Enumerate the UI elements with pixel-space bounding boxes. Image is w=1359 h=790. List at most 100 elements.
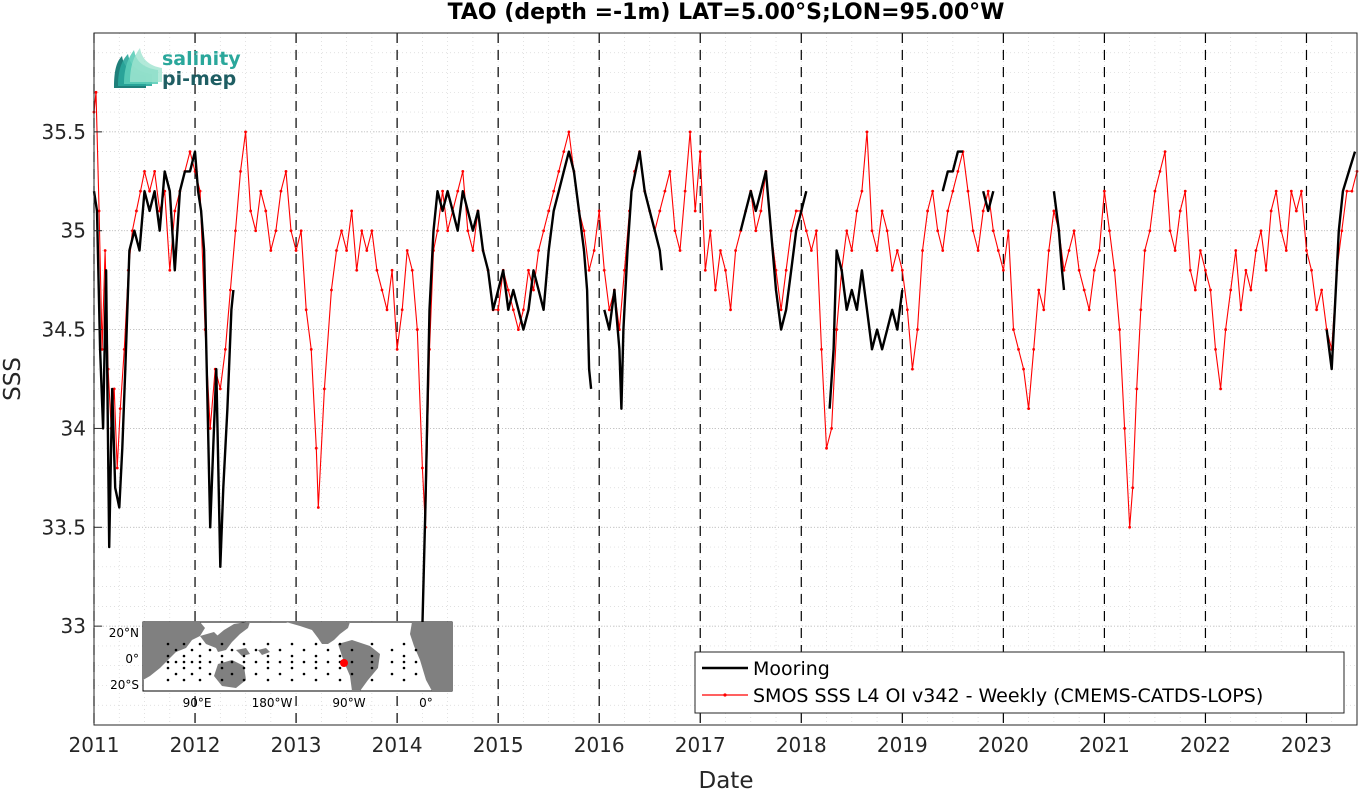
inset-map: 20°N 0° 20°S 90°E 180°W 90°W 0° <box>109 621 453 710</box>
smos-point <box>865 130 869 134</box>
mooring-dot <box>266 678 270 682</box>
mooring-dot <box>166 678 170 682</box>
mooring-dot <box>326 672 330 676</box>
chart-title: TAO (depth =-1m) LAT=5.00°S;LON=95.00°W <box>448 0 1005 25</box>
x-tick-label: 2011 <box>69 733 120 757</box>
x-axis-ticks: 2011 2012 2013 2014 2015 2016 2017 2018 2019 2020… <box>69 733 1332 757</box>
mooring-dot <box>190 660 194 664</box>
smos-point <box>289 229 293 233</box>
smos-point <box>139 189 142 193</box>
smos-point <box>547 209 551 213</box>
mooring-dot <box>166 654 170 658</box>
smos-point <box>1087 308 1091 312</box>
smos-point <box>658 209 662 213</box>
plot-area <box>92 32 1359 726</box>
mooring-series-segment <box>739 170 808 331</box>
smos-point <box>103 249 107 252</box>
smos-point <box>471 249 475 252</box>
smos-point <box>234 229 237 233</box>
smos-point <box>582 229 586 233</box>
mooring-dot <box>350 660 354 664</box>
smos-point <box>340 229 343 233</box>
mooring-dot <box>402 678 406 682</box>
smos-point <box>607 308 611 312</box>
legend-box <box>694 651 1345 714</box>
smos-point <box>304 308 308 312</box>
mooring-dot <box>266 660 270 664</box>
mooring-dot <box>302 648 306 652</box>
smos-point <box>693 209 697 213</box>
mooring-dot <box>220 642 224 646</box>
smos-point <box>115 466 119 470</box>
smos-point <box>754 229 758 233</box>
mooring-dot <box>278 648 282 652</box>
smos-point <box>390 268 394 272</box>
smos-point <box>1042 308 1046 312</box>
smos-point <box>254 229 258 233</box>
smos-point <box>244 130 247 134</box>
smos-point <box>956 170 960 173</box>
smos-point <box>365 249 369 252</box>
smos-point <box>809 249 813 252</box>
smos-point <box>698 150 702 154</box>
x-tick-label: 2014 <box>372 733 423 757</box>
x-tick-label: 2018 <box>776 733 827 757</box>
smos-point <box>759 209 763 213</box>
smos-point <box>1239 308 1243 312</box>
smos-point <box>330 288 333 292</box>
smos-point <box>1294 209 1298 213</box>
x-tick-label: 2016 <box>574 733 625 757</box>
smos-point <box>405 249 409 252</box>
smos-point <box>1345 189 1349 193</box>
mooring-dot <box>208 648 212 652</box>
smos-point <box>1320 288 1324 292</box>
smos-point <box>587 268 591 272</box>
mooring-dot <box>198 666 202 670</box>
y-tick-label: 33 <box>61 614 86 638</box>
smos-point <box>1047 249 1051 252</box>
smos-point <box>537 249 540 252</box>
smos-point <box>602 268 606 272</box>
smos-point <box>118 407 122 411</box>
mooring-series-segment <box>1052 191 1066 291</box>
smos-point <box>1340 229 1344 233</box>
mooring-dot <box>174 672 178 676</box>
mooring-dot <box>174 660 178 664</box>
mooring-dot <box>370 678 374 682</box>
x-tick-label: 2022 <box>1180 733 1231 757</box>
smos-point <box>223 347 227 351</box>
logo-line1: salinity <box>162 48 241 70</box>
smos-point <box>208 427 212 430</box>
smos-point <box>385 308 389 312</box>
smos-point <box>804 229 808 233</box>
smos-point <box>370 229 374 233</box>
smos-point <box>1173 249 1177 252</box>
smos-point <box>860 189 864 193</box>
inset-map-moorings <box>166 642 418 682</box>
smos-point <box>1289 189 1293 193</box>
minor-grid <box>93 32 1358 726</box>
mooring-dot <box>338 654 342 658</box>
smos-point <box>1188 268 1192 272</box>
smos-point <box>1067 249 1071 252</box>
smos-point <box>345 249 348 252</box>
smos-point <box>229 288 232 292</box>
mooring-dot <box>266 666 270 670</box>
mooring-dot <box>254 648 258 652</box>
smos-point <box>1274 189 1278 193</box>
y-tick-label: 34.5 <box>41 318 86 342</box>
smos-point <box>100 347 104 351</box>
smos-point <box>1077 268 1081 272</box>
mooring-dot <box>370 660 374 664</box>
smos-point <box>552 189 556 193</box>
smos-point <box>719 249 722 252</box>
mooring-series-segment <box>828 249 904 409</box>
x-tick-label: 2012 <box>170 733 221 757</box>
smos-point <box>1072 229 1076 233</box>
y-axis-label: SSS <box>0 357 26 401</box>
mooring-dot <box>220 654 224 658</box>
mooring-dot <box>302 672 306 676</box>
smos-point <box>400 308 404 312</box>
smos-point <box>143 170 146 173</box>
legend-smos-marker <box>723 693 727 697</box>
